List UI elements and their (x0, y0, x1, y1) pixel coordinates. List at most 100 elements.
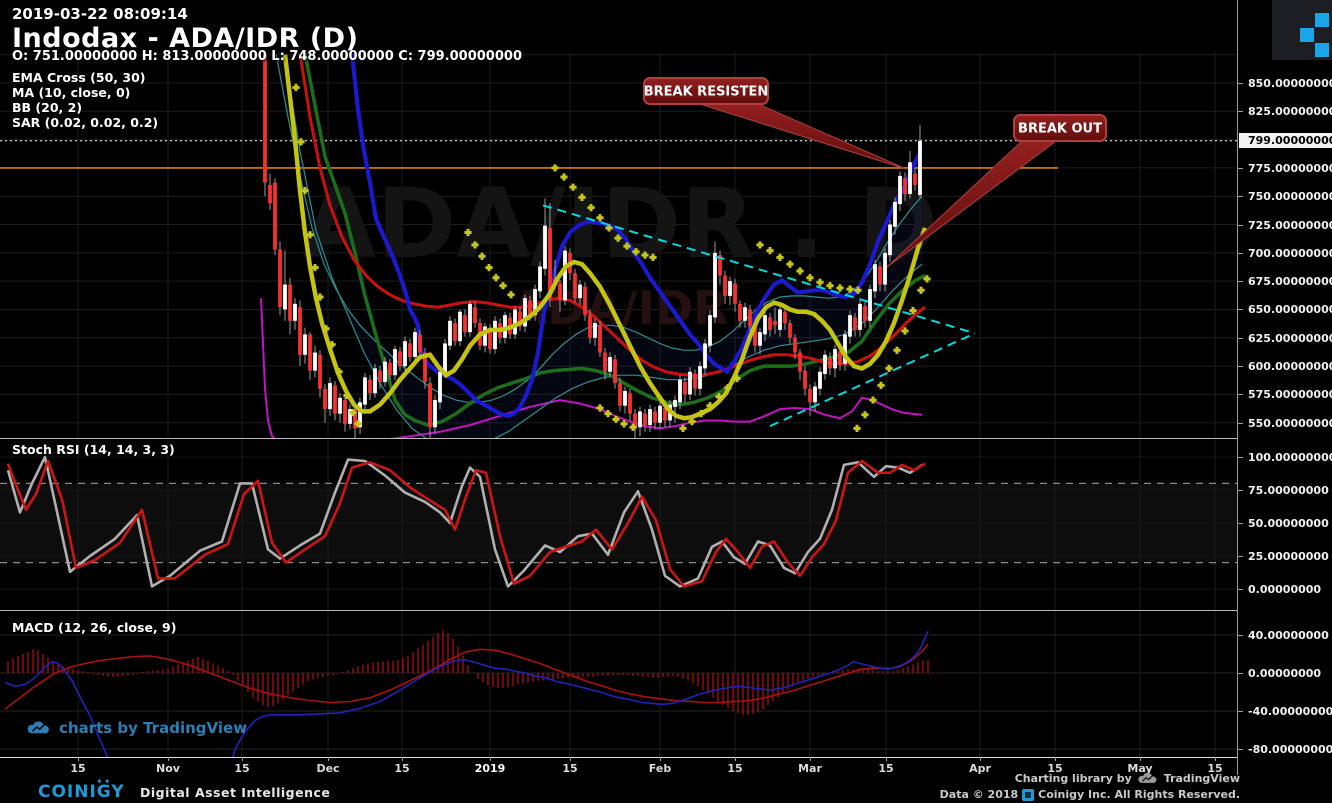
macd-label[interactable]: MACD (12, 26, close, 9) (12, 620, 177, 635)
candle-body (818, 371, 822, 389)
indicator-label-sar[interactable]: SAR (0.02, 0.02, 0.2) (12, 115, 159, 130)
candle-body (878, 266, 882, 285)
axis-tick-mark (980, 757, 981, 761)
indicator-label-ma[interactable]: MA (10, close, 0) (12, 85, 131, 100)
candle-body (528, 300, 532, 316)
axis-tick-mark (1238, 556, 1243, 557)
sar-dot (623, 242, 631, 250)
indicator-label-ema-cross[interactable]: EMA Cross (50, 30) (12, 70, 146, 85)
candle-body (728, 281, 732, 296)
sar-dot (923, 275, 931, 283)
axis-tick-mark (735, 757, 736, 761)
candle-body (513, 309, 517, 335)
coinigy-wordmark[interactable]: COINIGY (38, 782, 125, 802)
sar-dot (335, 368, 343, 376)
tradingview-cloud-icon (27, 721, 49, 734)
candle-body (573, 273, 577, 299)
indicator-label-bb[interactable]: BB (20, 2) (12, 100, 83, 115)
time-axis[interactable]: 15 Nov 15 Dec 15 2019 15 Feb 15 Mar 15 Apr 15 May 15 (0, 757, 1237, 777)
sar-dot (901, 327, 909, 335)
candle-body (623, 391, 627, 406)
annotation-arrow (699, 103, 907, 170)
stoch-rsi-label[interactable]: Stoch RSI (14, 14, 3, 3) (12, 442, 175, 457)
symbol-watermark: ADA/IDR . D (302, 168, 938, 280)
candle-body (373, 368, 377, 394)
axis-tick-mark (1238, 490, 1243, 491)
stoch-tick-label: 50.00000000 (1248, 517, 1329, 530)
candle-body (743, 307, 747, 321)
coinigy-logo-square-1 (1315, 13, 1329, 27)
sar-dot (560, 173, 568, 181)
tradingview-link[interactable]: TradingView (1163, 772, 1240, 785)
sar-dot (641, 251, 649, 259)
stoch-rsi-panel[interactable] (0, 440, 1237, 610)
sar-dot (885, 364, 893, 372)
candle-body (778, 309, 782, 330)
annotation-text-1: BREAK RESISTEN (644, 85, 769, 100)
sar-dot (854, 286, 862, 294)
sar-dot (836, 284, 844, 292)
macd-signal-line (4, 643, 929, 710)
candle-body (708, 315, 712, 346)
candle-body (458, 311, 462, 342)
candle-body (848, 315, 852, 337)
price-axis[interactable]: 850.00000000 825.00000000 775.00000000 750.… (1237, 0, 1332, 775)
candle-body (868, 289, 872, 321)
time-tick-label: 15 (234, 762, 250, 775)
stoch-d-line (6, 455, 923, 588)
price-tick-label: 550.00000000 (1248, 416, 1332, 430)
axis-tick-mark (1238, 749, 1243, 750)
candle-body (358, 402, 362, 428)
macd-panel[interactable] (0, 612, 1237, 757)
axis-tick-mark (1140, 757, 1141, 761)
tradingview-watermark[interactable]: charts by TradingView (26, 719, 247, 737)
candle-body (638, 411, 642, 428)
candle-body (263, 54, 267, 183)
pane-separator-3[interactable] (0, 757, 1332, 758)
candle-body (408, 343, 412, 358)
candle-body (823, 354, 827, 375)
sar-dot (826, 282, 834, 290)
axis-tick-mark (78, 757, 79, 761)
sar-dot (492, 274, 500, 282)
copyright-attribution: Data © 2018 Coinigy Inc. All Rights Rese… (940, 788, 1240, 801)
axis-tick-mark (660, 757, 661, 761)
annotation-box (643, 77, 769, 105)
sar-dot (614, 234, 622, 242)
price-tick-label: 600.00000000 (1248, 360, 1332, 374)
candle-body (343, 400, 347, 424)
coinigy-logo-mark[interactable] (1272, 0, 1332, 60)
tradingview-logo-icon (1138, 772, 1157, 783)
candle-body (888, 224, 892, 256)
stoch-k-line (6, 459, 926, 588)
candle-body (488, 328, 492, 350)
candle-body (758, 332, 762, 346)
sar-dot (776, 253, 784, 261)
axis-tick-mark (1238, 337, 1243, 339)
sar-dot (861, 411, 869, 419)
candle-body (598, 325, 602, 353)
pane-separator-2[interactable] (0, 610, 1332, 611)
candle-body (348, 409, 352, 424)
candle-body (313, 352, 317, 371)
sar-dot (697, 410, 705, 418)
candle-body (718, 255, 722, 276)
candle-body (413, 332, 417, 358)
axis-tick-mark (1238, 111, 1243, 113)
candle-body (688, 371, 692, 395)
time-tick-label: Apr (969, 762, 991, 775)
sar-dot (306, 231, 314, 239)
axis-tick-mark (1238, 457, 1243, 458)
candle-body (658, 405, 662, 423)
candle-body (453, 323, 457, 342)
sar-dot (328, 340, 336, 349)
axis-tick-mark (490, 757, 491, 761)
sar-dot (343, 391, 351, 400)
candle-body (448, 320, 452, 346)
charting-attribution: Charting library by TradingView (1015, 772, 1240, 785)
candle-body (268, 184, 272, 204)
macd-line (4, 630, 929, 757)
sar-dot (485, 263, 493, 272)
pane-separator-1[interactable] (0, 438, 1332, 439)
